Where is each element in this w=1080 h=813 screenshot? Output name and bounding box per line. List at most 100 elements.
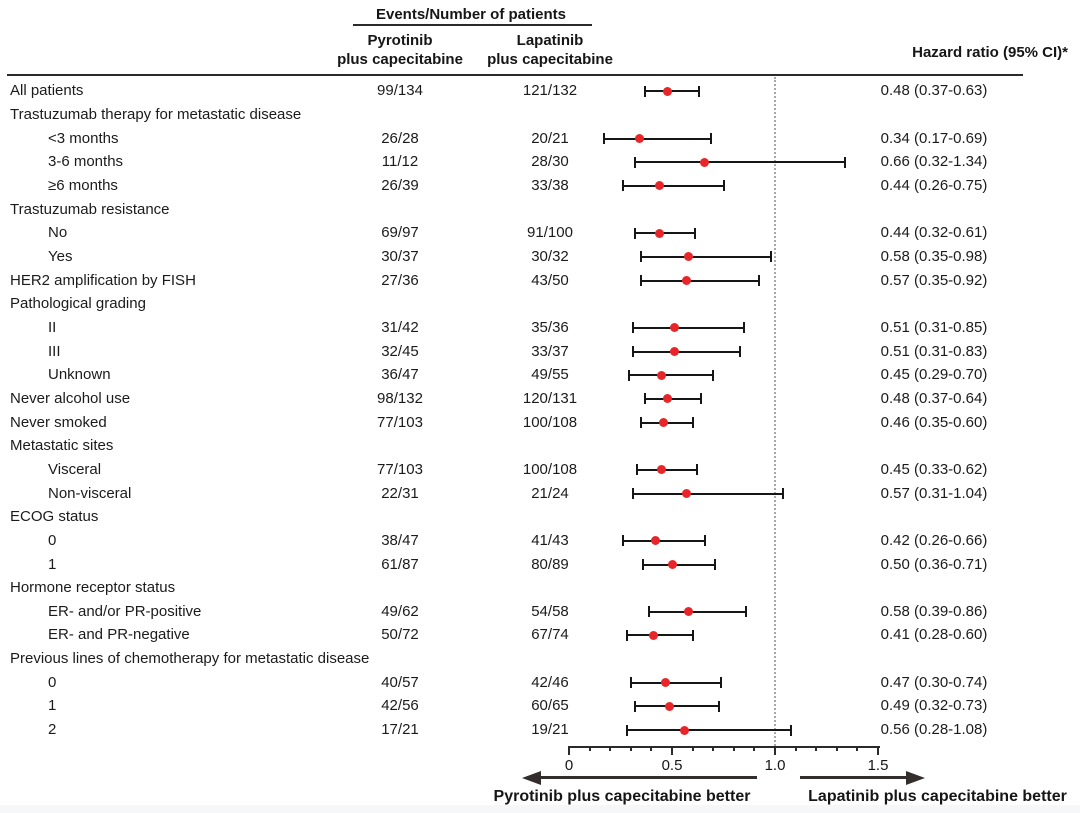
lapatinib-events-value: 100/108 [522,413,578,431]
hazard-ratio-value: 0.57 (0.35-0.92) [880,271,988,289]
ci-upper-cap [745,606,748,618]
axis-minor-tick [691,746,694,751]
ci-lower-cap [625,629,628,641]
ci-upper-cap [720,677,723,689]
lapatinib-column-header-line1: Lapatinib [516,32,584,49]
lapatinib-events-value: 80/89 [531,555,569,573]
row-label: III [48,342,61,360]
left-arrow-label: Pyrotinib plus capecitabine better [493,788,751,805]
point-estimate-dot [700,157,710,167]
axis-minor-tick [629,746,632,751]
row-label: Never alcohol use [10,389,131,407]
hazard-ratio-value: 0.45 (0.29-0.70) [880,366,988,384]
row-label: 0 [48,531,57,549]
point-estimate-dot [663,86,673,96]
row-label: 0 [48,673,57,691]
pyrotinib-column-header-line2: plus capecitabine [337,51,463,68]
ci-upper-cap [695,464,698,476]
ci-lower-cap [629,677,632,689]
ci-upper-cap [738,346,741,358]
confidence-interval-line [641,255,771,258]
hazard-ratio-value: 0.57 (0.31-1.04) [880,484,988,502]
hazard-ratio-value: 0.66 (0.32-1.34) [880,153,988,171]
point-estimate-dot [683,607,693,617]
pyrotinib-events-value: 26/28 [381,129,419,147]
forest-row: Never smoked 77/103 100/108 0.46 (0.35-0.60… [0,411,1080,435]
confidence-interval-line [649,610,747,613]
point-estimate-dot [657,465,667,475]
ci-upper-cap [782,488,785,500]
point-estimate-dot [681,276,691,286]
hazard-ratio-value: 0.42 (0.26-0.66) [880,531,988,549]
axis-major-tick [774,746,776,755]
pyrotinib-events-value: 31/42 [381,318,419,336]
point-estimate-dot [669,323,679,333]
subgroup-header-row: Trastuzumab therapy for metastatic disea… [0,103,1080,127]
row-label: ECOG status [10,508,99,526]
hazard-ratio-value: 0.58 (0.39-0.86) [880,602,988,620]
ci-lower-cap [631,346,634,358]
subgroup-header-row: Previous lines of chemotherapy for metas… [0,647,1080,671]
ci-lower-cap [635,464,638,476]
bottom-edge-strip [0,805,1080,813]
forest-row: 1 42/56 60/65 0.49 (0.32-0.73) [0,694,1080,718]
confidence-interval-line [630,681,722,684]
axis-major-tick [568,746,570,755]
forest-row: ER- and/or PR-positive 49/62 54/58 0.58 (0.… [0,600,1080,624]
pyrotinib-events-value: 98/132 [377,389,423,407]
right-arrow-label: Lapatinib plus capecitabine better [808,788,1067,805]
row-label: ER- and PR-negative [48,626,190,644]
axis-minor-tick [794,746,797,751]
hazard-ratio-value: 0.44 (0.26-0.75) [880,176,988,194]
forest-row: 0 40/57 42/46 0.47 (0.30-0.74) [0,671,1080,695]
hazard-ratio-value: 0.51 (0.31-0.83) [880,342,988,360]
row-label: All patients [10,82,84,100]
subgroup-header-row: Trastuzumab resistance [0,198,1080,222]
axis-tick-label: 0 [564,757,574,774]
axis-minor-tick [609,746,612,751]
pyrotinib-events-value: 99/134 [377,82,423,100]
point-estimate-dot [634,134,644,144]
axis-tick-label: 1.0 [764,757,786,774]
confidence-interval-line [643,563,716,566]
pyrotinib-events-value: 69/97 [381,224,419,242]
confidence-interval-line [641,279,759,282]
forest-row: ≥6 months 26/39 33/38 0.44 (0.26-0.75) [0,174,1080,198]
lapatinib-events-value: 30/32 [531,247,569,265]
forest-row: 3-6 months 11/12 28/30 0.66 (0.32-1.34) [0,150,1080,174]
ci-lower-cap [631,322,634,334]
hazard-ratio-value: 0.47 (0.30-0.74) [880,673,988,691]
hazard-ratio-value: 0.48 (0.37-0.64) [880,389,988,407]
header-rule [7,74,1023,76]
forest-row: Unknown 36/47 49/55 0.45 (0.29-0.70) [0,363,1080,387]
row-label: ER- and/or PR-positive [48,602,202,620]
events-column-group-title: Events/Number of patients [375,6,567,23]
axis-minor-tick [835,746,838,751]
confidence-interval-line [634,232,695,235]
confidence-interval-line [628,374,714,377]
ci-lower-cap [625,724,628,736]
ci-upper-cap [703,535,706,547]
pyrotinib-events-value: 27/36 [381,271,419,289]
row-label: Metastatic sites [10,437,114,455]
point-estimate-dot [659,418,669,428]
row-label: 1 [48,555,57,573]
ci-lower-cap [633,227,636,239]
ci-upper-cap [699,393,702,405]
subgroup-header-row: Hormone receptor status [0,576,1080,600]
confidence-interval-line [626,729,792,732]
point-estimate-dot [683,252,693,262]
lapatinib-events-value: 121/132 [522,82,578,100]
forest-rows: All patients 99/134 121/132 0.48 (0.37-0.63… [0,82,1080,738]
confidence-interval-line [632,350,740,353]
row-label: Previous lines of chemotherapy for metas… [10,650,370,668]
axis-minor-tick [650,746,653,751]
hazard-ratio-value: 0.50 (0.36-0.71) [880,555,988,573]
pyrotinib-column-header-line1: Pyrotinib [367,32,433,49]
confidence-interval-line [645,397,701,400]
row-label: Non-visceral [48,484,132,502]
row-label: HER2 amplification by FISH [10,271,196,289]
forest-row: 0 38/47 41/43 0.42 (0.26-0.66) [0,529,1080,553]
forest-row: Visceral 77/103 100/108 0.45 (0.33-0.62) [0,458,1080,482]
hazard-ratio-value: 0.58 (0.35-0.98) [880,247,988,265]
